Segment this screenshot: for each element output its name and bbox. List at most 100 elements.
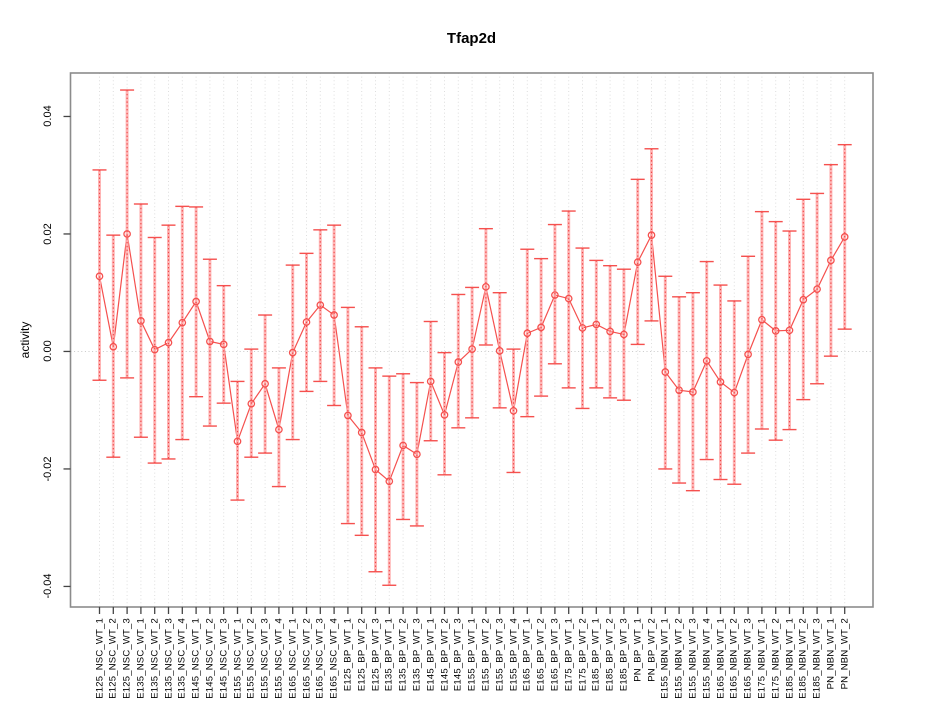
data-point-marker bbox=[785, 326, 794, 335]
x-tick-label: E155_BP_WT_1 bbox=[466, 618, 478, 692]
x-tick-label: E155_NSC_WT_1 bbox=[232, 618, 243, 699]
x-tick-label: E175_NBN_WT_1 bbox=[756, 618, 768, 699]
data-point-marker bbox=[537, 323, 545, 332]
data-point-marker bbox=[385, 477, 394, 486]
data-point-marker bbox=[219, 340, 228, 349]
x-tick-label: E155_NBN_WT_1 bbox=[659, 618, 671, 699]
data-point-marker bbox=[413, 450, 421, 459]
x-tick-label: E125_NSC_WT_1 bbox=[94, 618, 105, 699]
x-tick-label: E125_BP_WT_2 bbox=[356, 618, 368, 692]
data-point-marker bbox=[468, 345, 476, 353]
data-point-marker bbox=[689, 388, 697, 396]
x-tick-label: E145_BP_WT_1 bbox=[425, 618, 437, 692]
data-point-marker bbox=[137, 317, 145, 325]
chart-title: Tfap2d bbox=[446, 30, 497, 47]
data-point-marker bbox=[123, 230, 131, 238]
x-tick-label: E125_NSC_WT_3 bbox=[121, 618, 133, 699]
data-point-marker bbox=[109, 342, 118, 351]
data-point-marker bbox=[330, 311, 338, 319]
data-point-marker bbox=[344, 411, 352, 420]
x-tick-label: E165_NSC_WT_3 bbox=[314, 618, 326, 699]
data-point-marker bbox=[150, 345, 159, 354]
x-tick-label: E165_NSC_WT_2 bbox=[301, 618, 312, 699]
data-point-marker bbox=[813, 285, 821, 294]
data-point-marker bbox=[716, 378, 725, 386]
data-point-marker bbox=[523, 329, 532, 338]
x-tick-label: PN_BP_WT_1 bbox=[632, 618, 644, 682]
data-point-marker bbox=[799, 295, 808, 304]
x-tick-label: E185_NBN_WT_1 bbox=[784, 618, 795, 699]
data-point-marker bbox=[302, 318, 311, 326]
x-tick-label: E175_BP_WT_1 bbox=[563, 618, 575, 692]
y-tick-label: 0.00 bbox=[42, 340, 54, 363]
data-point-marker bbox=[247, 399, 256, 408]
data-point-marker bbox=[578, 324, 587, 332]
data-point-marker bbox=[95, 272, 104, 281]
x-tick-label: E135_NSC_WT_3 bbox=[163, 618, 174, 699]
data-point-marker bbox=[261, 379, 269, 388]
data-point-marker bbox=[482, 282, 490, 291]
x-tick-label: E135_BP_WT_2 bbox=[397, 618, 409, 692]
data-point-marker bbox=[661, 368, 670, 376]
x-tick-label: E155_NBN_WT_2 bbox=[673, 618, 685, 699]
x-tick-label: E135_NSC_WT_1 bbox=[135, 618, 147, 699]
data-point-marker bbox=[744, 350, 752, 359]
x-tick-label: E125_BP_WT_3 bbox=[370, 618, 381, 692]
data-point-marker bbox=[827, 256, 835, 265]
x-tick-label: E155_NBN_WT_4 bbox=[701, 618, 713, 699]
y-tick-label: -0.04 bbox=[42, 573, 54, 599]
data-point-marker bbox=[564, 294, 573, 303]
data-point-marker bbox=[730, 388, 739, 397]
x-tick-label: E175_BP_WT_2 bbox=[577, 618, 588, 692]
x-tick-label: PN_NBN_WT_1 bbox=[825, 618, 837, 690]
x-tick-label: E165_NBN_WT_2 bbox=[728, 618, 740, 699]
x-tick-label: E155_BP_WT_4 bbox=[508, 618, 519, 692]
x-tick-label: E145_NSC_WT_2 bbox=[204, 618, 216, 699]
data-point-marker bbox=[675, 386, 683, 395]
x-tick-label: E125_NSC_WT_2 bbox=[107, 618, 119, 699]
data-point-marker bbox=[509, 406, 518, 415]
data-point-marker bbox=[178, 318, 187, 327]
data-point-marker bbox=[551, 291, 559, 299]
data-point-marker bbox=[647, 231, 656, 239]
data-point-marker bbox=[192, 297, 200, 306]
data-point-marker bbox=[399, 441, 407, 450]
x-tick-label: E125_BP_WT_1 bbox=[342, 618, 354, 692]
y-tick-label: 0.04 bbox=[42, 105, 54, 128]
x-tick-label: E155_NBN_WT_3 bbox=[687, 618, 699, 699]
data-point-marker bbox=[316, 301, 325, 309]
x-tick-label: E135_NSC_WT_4 bbox=[176, 618, 188, 699]
x-tick-label: E165_NBN_WT_3 bbox=[742, 618, 754, 699]
y-axis-label: activity bbox=[18, 321, 32, 359]
x-tick-label: E165_BP_WT_3 bbox=[549, 618, 561, 692]
x-tick-label: PN_BP_WT_2 bbox=[646, 618, 657, 682]
y-tick-label: -0.02 bbox=[42, 456, 54, 482]
data-point-marker bbox=[771, 327, 780, 335]
x-tick-label: E185_BP_WT_3 bbox=[618, 618, 630, 692]
data-point-marker bbox=[164, 338, 173, 347]
data-point-marker bbox=[275, 425, 283, 434]
data-point-marker bbox=[357, 428, 366, 437]
data-point-marker bbox=[288, 348, 297, 357]
x-tick-label: E135_BP_WT_1 bbox=[383, 618, 395, 692]
data-point-marker bbox=[495, 347, 504, 355]
x-tick-label: E145_NSC_WT_3 bbox=[218, 618, 230, 699]
x-tick-label: E185_NBN_WT_3 bbox=[811, 618, 823, 699]
x-tick-label: E155_BP_WT_2 bbox=[480, 618, 492, 692]
x-tick-label: E135_BP_WT_3 bbox=[411, 618, 423, 692]
data-point-marker bbox=[620, 330, 628, 339]
x-tick-label: PN_NBN_WT_2 bbox=[839, 618, 851, 690]
data-point-marker bbox=[633, 258, 642, 267]
data-point-marker bbox=[758, 315, 766, 324]
x-tick-label: E155_NSC_WT_4 bbox=[273, 618, 285, 699]
data-point-marker bbox=[454, 358, 463, 366]
data-point-marker bbox=[606, 327, 614, 336]
data-point-marker bbox=[371, 465, 380, 474]
x-tick-label: E155_BP_WT_3 bbox=[494, 618, 506, 692]
data-point-marker bbox=[440, 411, 449, 419]
data-point-marker bbox=[592, 320, 601, 329]
x-tick-label: E165_BP_WT_2 bbox=[535, 618, 547, 692]
x-tick-label: E145_BP_WT_2 bbox=[439, 618, 450, 692]
